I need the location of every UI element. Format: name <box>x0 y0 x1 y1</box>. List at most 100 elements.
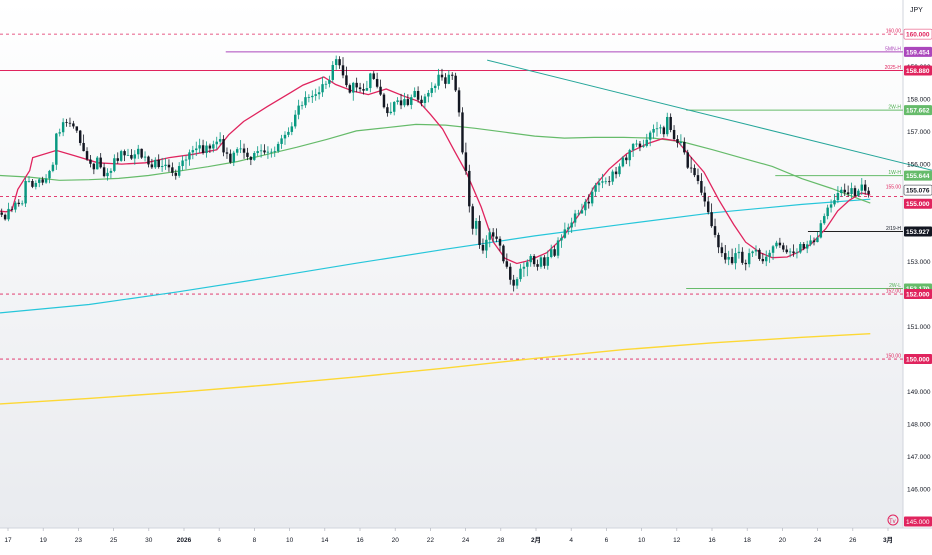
candle[interactable] <box>82 134 85 152</box>
candle[interactable] <box>365 80 369 91</box>
candle[interactable] <box>396 97 399 105</box>
candle[interactable] <box>495 228 498 243</box>
candle[interactable] <box>413 87 416 98</box>
candle[interactable] <box>420 95 423 107</box>
candle[interactable] <box>372 71 375 80</box>
candle[interactable] <box>860 178 864 195</box>
candle[interactable] <box>621 155 625 168</box>
candle[interactable] <box>440 68 444 81</box>
candle[interactable] <box>471 203 474 235</box>
candle[interactable] <box>584 198 587 216</box>
candle[interactable] <box>123 149 126 162</box>
candle[interactable] <box>737 244 741 259</box>
candle[interactable] <box>140 148 143 159</box>
candle[interactable] <box>392 101 396 116</box>
candle[interactable] <box>184 155 188 170</box>
candle[interactable] <box>246 147 249 161</box>
candle[interactable] <box>27 176 31 183</box>
candle[interactable] <box>792 244 795 257</box>
candle[interactable] <box>212 140 215 153</box>
candle[interactable] <box>447 70 451 85</box>
candle[interactable] <box>85 147 89 161</box>
candle[interactable] <box>594 182 597 197</box>
candle[interactable] <box>645 133 649 148</box>
candle[interactable] <box>164 157 167 170</box>
candle[interactable] <box>399 93 403 110</box>
candle[interactable] <box>68 117 72 128</box>
candle[interactable] <box>607 176 611 186</box>
candle[interactable] <box>300 101 304 110</box>
candle[interactable] <box>403 92 406 108</box>
candle[interactable] <box>270 148 273 158</box>
candle[interactable] <box>795 248 799 259</box>
candle[interactable] <box>659 124 662 134</box>
candle[interactable] <box>437 68 440 90</box>
candle[interactable] <box>20 200 24 206</box>
candle[interactable] <box>314 88 317 101</box>
candle[interactable] <box>638 141 642 152</box>
candle[interactable] <box>543 255 546 269</box>
candle[interactable] <box>570 217 573 233</box>
candle[interactable] <box>812 237 816 246</box>
candle[interactable] <box>611 169 614 185</box>
candle[interactable] <box>498 236 502 252</box>
candle[interactable] <box>706 196 710 215</box>
candle[interactable] <box>41 176 44 186</box>
candle[interactable] <box>505 253 509 269</box>
candle[interactable] <box>109 168 113 179</box>
candle[interactable] <box>297 99 300 120</box>
candle[interactable] <box>410 94 413 110</box>
candle[interactable] <box>532 254 536 267</box>
candle[interactable] <box>843 183 846 196</box>
candle[interactable] <box>191 145 195 160</box>
candle[interactable] <box>259 144 263 158</box>
candle[interactable] <box>730 248 734 265</box>
candle[interactable] <box>481 238 485 254</box>
candle[interactable] <box>116 152 119 164</box>
candle[interactable] <box>556 237 560 259</box>
candle[interactable] <box>515 277 519 289</box>
candle[interactable] <box>304 91 307 108</box>
candle[interactable] <box>816 231 819 243</box>
candle[interactable] <box>754 245 758 256</box>
candle[interactable] <box>75 126 79 133</box>
candle[interactable] <box>679 134 683 147</box>
candle[interactable] <box>819 219 823 239</box>
candle[interactable] <box>136 144 140 159</box>
candle[interactable] <box>683 137 686 155</box>
candle[interactable] <box>276 141 280 154</box>
candle[interactable] <box>208 143 212 154</box>
candle[interactable] <box>126 148 130 156</box>
candle[interactable] <box>283 131 287 145</box>
candle[interactable] <box>38 177 41 188</box>
candle[interactable] <box>389 102 393 115</box>
candle[interactable] <box>573 209 577 227</box>
candle[interactable] <box>802 242 806 251</box>
candle[interactable] <box>263 144 266 155</box>
candle[interactable] <box>311 90 314 104</box>
candle[interactable] <box>522 262 526 277</box>
candle[interactable] <box>454 72 457 92</box>
candle[interactable] <box>829 199 833 213</box>
candle[interactable] <box>478 215 481 249</box>
candle[interactable] <box>293 110 297 129</box>
candle[interactable] <box>287 127 290 138</box>
candle[interactable] <box>181 155 184 171</box>
candle[interactable] <box>625 154 628 165</box>
candle[interactable] <box>65 118 68 127</box>
candle[interactable] <box>130 149 133 160</box>
candle[interactable] <box>549 244 553 259</box>
candle[interactable] <box>72 120 75 129</box>
candle[interactable] <box>642 139 645 148</box>
candle[interactable] <box>826 204 829 220</box>
candle[interactable] <box>734 247 737 270</box>
candle[interactable] <box>369 72 372 93</box>
candle[interactable] <box>597 178 601 193</box>
candle[interactable] <box>710 203 713 228</box>
candle[interactable] <box>358 82 362 92</box>
candle[interactable] <box>778 237 782 248</box>
candle[interactable] <box>809 235 812 247</box>
candle[interactable] <box>713 218 717 238</box>
candle[interactable] <box>546 250 550 270</box>
candle[interactable] <box>799 242 802 254</box>
